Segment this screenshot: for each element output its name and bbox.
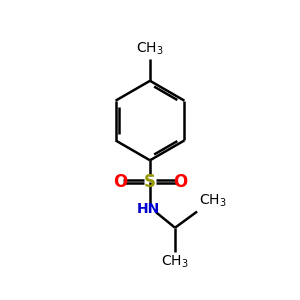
Text: CH$_3$: CH$_3$ [199,193,226,209]
Text: CH$_3$: CH$_3$ [136,41,164,57]
Text: O: O [173,172,187,190]
Text: O: O [113,172,127,190]
Text: HN: HN [137,202,160,216]
Text: S: S [144,172,156,190]
Text: CH$_3$: CH$_3$ [161,253,189,270]
